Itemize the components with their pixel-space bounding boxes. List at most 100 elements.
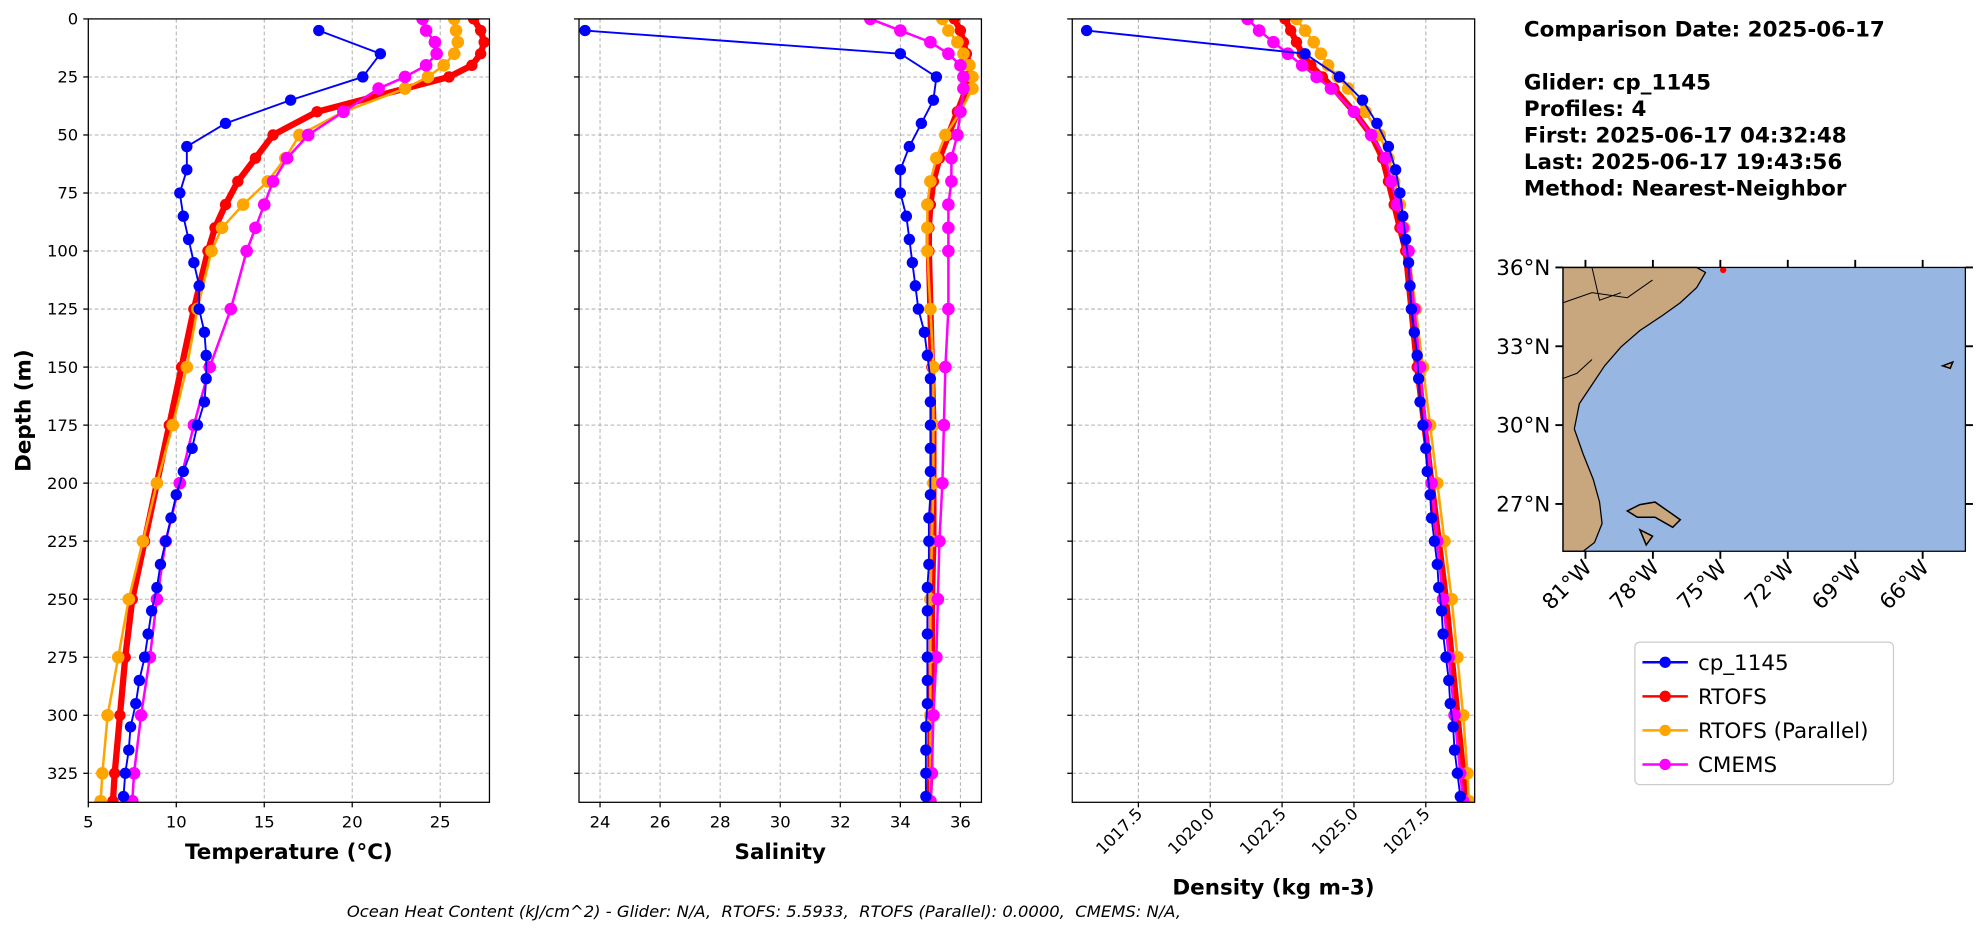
x-tick-label: 28	[710, 813, 731, 832]
profile-marker	[313, 24, 325, 37]
profile-marker	[945, 151, 958, 165]
profile-marker	[165, 512, 177, 524]
profile-marker	[1424, 489, 1436, 501]
profile-marker	[924, 175, 937, 188]
profile-marker	[1396, 221, 1410, 235]
legend-marker	[1659, 656, 1671, 668]
profile-marker	[224, 302, 238, 316]
profile-marker	[1435, 605, 1448, 617]
profile-marker	[1382, 140, 1395, 153]
y-tick-label: 50	[57, 126, 78, 145]
x-tick-label: 32	[830, 813, 851, 832]
x-tick-label: 34	[890, 813, 911, 832]
profile-marker	[127, 766, 141, 780]
y-tick-label: 125	[47, 300, 78, 319]
profile-marker	[912, 303, 925, 315]
profile-marker	[449, 24, 463, 37]
profile-marker	[954, 59, 967, 72]
profile-marker	[182, 233, 195, 246]
profile-marker	[193, 280, 205, 292]
axes-frame	[87, 18, 491, 803]
profile-marker	[948, 18, 961, 25]
legend-box	[1634, 641, 1895, 786]
y-tick-label: 300	[47, 706, 78, 725]
profile-marker	[1402, 244, 1415, 258]
info-line: First: 2025-06-17 04:32:48	[1524, 124, 1847, 149]
profile-marker	[942, 244, 955, 258]
profile-marker	[1298, 24, 1312, 37]
profile-marker	[927, 94, 940, 106]
profile-marker	[1333, 71, 1346, 83]
profile-marker	[205, 244, 218, 258]
profile-marker	[864, 18, 877, 26]
profile-marker	[1433, 581, 1445, 594]
profile-marker	[930, 650, 943, 664]
y-tick-label: 200	[47, 474, 78, 493]
profile-marker	[931, 592, 945, 606]
profile-marker	[188, 256, 200, 269]
profile-marker	[219, 117, 232, 130]
profile-marker	[954, 105, 967, 119]
profile-marker	[894, 48, 907, 60]
profile-marker	[150, 476, 164, 490]
profile-marker	[1421, 465, 1433, 478]
profile-marker	[1444, 697, 1456, 710]
plot-area	[94, 18, 490, 803]
legend-label: cp_1145	[1698, 651, 1789, 676]
profile-marker	[109, 767, 121, 779]
profile-marker	[193, 303, 205, 315]
profile-marker	[923, 512, 935, 524]
profile-marker	[419, 24, 433, 37]
profile-marker	[374, 48, 387, 60]
profile-marker	[939, 128, 952, 142]
legend-marker	[1659, 758, 1671, 771]
profile-marker	[249, 221, 262, 235]
profile-marker	[921, 221, 934, 235]
profile-marker	[114, 709, 126, 721]
profile-marker	[467, 18, 480, 25]
profile-marker	[284, 94, 297, 106]
profile-marker	[1451, 650, 1464, 664]
profile-marker	[1420, 442, 1432, 455]
profile-marker	[923, 535, 935, 547]
profile-marker	[1394, 187, 1406, 199]
profile-marker	[1285, 24, 1297, 37]
profile-marker	[1389, 164, 1402, 176]
profile-marker	[1321, 59, 1335, 72]
profile-marker	[966, 82, 979, 95]
profile-marker	[1379, 151, 1392, 165]
profile-marker	[579, 24, 591, 37]
profile-marker	[1385, 175, 1398, 188]
profile-marker	[1440, 651, 1452, 663]
plot-area	[1080, 18, 1475, 803]
x-tick-label: 15	[254, 813, 275, 832]
x-axis-label: Salinity	[735, 840, 826, 865]
profile-marker	[1290, 18, 1303, 26]
profile-marker	[1305, 59, 1317, 72]
profile-marker	[311, 106, 323, 118]
profile-marker	[1364, 128, 1378, 142]
profile-marker	[1417, 419, 1429, 431]
info-line: Glider: cp_1145	[1524, 71, 1711, 96]
profile-marker	[1314, 47, 1328, 61]
profile-marker	[1404, 280, 1416, 292]
profile-marker	[942, 24, 955, 37]
profile-marker	[117, 790, 130, 803]
y-tick-label: 325	[47, 764, 78, 783]
footer: Ocean Heat Content (kJ/cm^2) - Glider: N…	[347, 902, 1181, 921]
profile-marker	[138, 651, 151, 663]
profile-marker	[142, 628, 154, 640]
profile-marker	[1290, 36, 1303, 48]
profile-line	[1086, 29, 1462, 797]
profile-marker	[181, 164, 193, 176]
profile-marker	[416, 18, 429, 26]
profile-marker	[177, 465, 189, 478]
y-tick-label: 0	[68, 10, 78, 29]
x-tick-label: 24	[590, 813, 611, 832]
profile-marker	[1445, 592, 1458, 606]
profile-marker	[924, 442, 937, 455]
profile-marker	[936, 18, 949, 26]
profile-marker	[107, 795, 119, 803]
profile-marker	[101, 708, 114, 722]
